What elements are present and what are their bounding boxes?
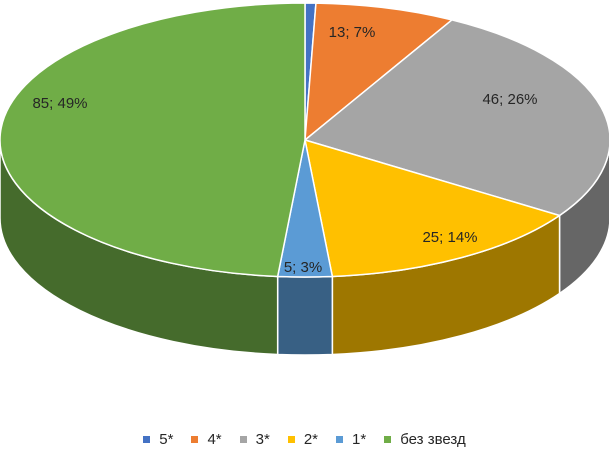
slice-3-data-label: 46; 26% [482, 91, 537, 108]
legend-label: 4* [207, 430, 222, 448]
pie-data-labels: 13; 7% 46; 26% 25; 14% 5; 3% 85; 49% [32, 24, 537, 276]
legend-item-1: 5* [143, 431, 173, 448]
pie-top-faces [0, 2, 609, 278]
legend-swatch [239, 435, 247, 443]
slice-3-top [303, 19, 609, 217]
legend-item-2: 4* [191, 430, 222, 448]
legend-item-4: 2* [287, 430, 319, 448]
legend-swatch [384, 435, 392, 443]
legend-label: 2* [303, 430, 319, 448]
legend-label: 5* [159, 430, 174, 448]
slice-4-top [304, 138, 562, 278]
slice-6-data-label: 85; 49% [32, 95, 87, 112]
slice-5-side [276, 275, 334, 356]
slice-5-data-label: 5; 3% [284, 259, 322, 276]
legend-swatch [287, 435, 295, 443]
legend-swatch [336, 435, 344, 443]
legend-item-3: 3* [239, 430, 270, 448]
slice-6-top [0, 2, 306, 278]
legend-item-5: 1* [336, 431, 366, 448]
legend: 5* 4* 3* 2* 1* без звезд [0, 427, 609, 451]
slice-4-data-label: 25; 14% [422, 229, 477, 246]
legend-label: 1* [352, 430, 367, 448]
slice-2-data-label: 13; 7% [329, 24, 376, 41]
pie-sides [0, 139, 609, 356]
legend-label: без звезд [400, 430, 466, 448]
legend-swatch [143, 435, 151, 443]
legend-swatch [191, 435, 199, 443]
legend-label: 3* [255, 430, 270, 448]
slice-2-top [304, 2, 454, 142]
legend-item-6: без звезд [384, 430, 466, 448]
